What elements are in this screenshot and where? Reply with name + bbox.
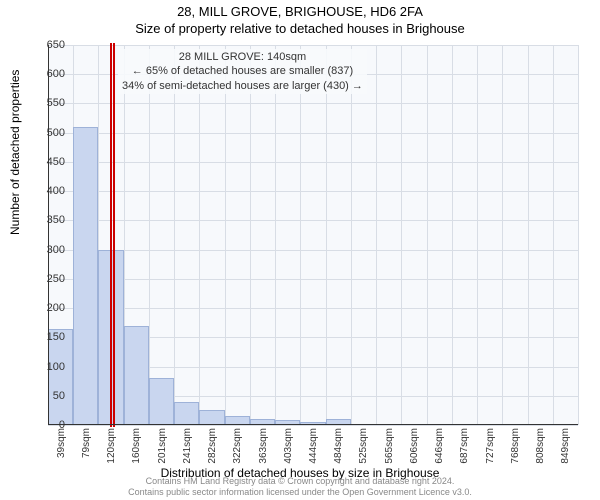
gridline-v xyxy=(578,45,579,425)
gridline-v xyxy=(174,45,175,425)
x-tick-label: 120sqm xyxy=(106,428,117,464)
x-tick-label: 687sqm xyxy=(459,428,470,464)
gridline-h xyxy=(48,425,578,426)
annotation-line-3: 34% of semi-detached houses are larger (… xyxy=(122,79,363,93)
x-tick-label: 525sqm xyxy=(358,428,369,464)
gridline-v xyxy=(477,45,478,425)
footer-line-2: Contains public sector information licen… xyxy=(0,487,600,498)
gridline-h xyxy=(48,279,578,280)
page-subtitle: Size of property relative to detached ho… xyxy=(0,19,600,36)
gridline-h xyxy=(48,133,578,134)
x-tick-label: 606sqm xyxy=(409,428,420,464)
histogram-bar xyxy=(174,402,199,425)
x-tick-label: 646sqm xyxy=(434,428,445,464)
gridline-v xyxy=(225,45,226,425)
x-tick-label: 79sqm xyxy=(81,428,92,458)
gridline-v xyxy=(326,45,327,425)
gridline-h xyxy=(48,162,578,163)
histogram-bar xyxy=(199,410,224,425)
histogram-bar xyxy=(73,127,98,425)
gridline-v xyxy=(553,45,554,425)
x-tick-label: 403sqm xyxy=(283,428,294,464)
annotation-line-1: 28 MILL GROVE: 140sqm xyxy=(122,50,363,64)
y-tick-label: 400 xyxy=(47,185,65,197)
gridline-h xyxy=(48,45,578,46)
x-tick-label: 160sqm xyxy=(131,428,142,464)
y-tick-label: 200 xyxy=(47,302,65,314)
y-tick-label: 500 xyxy=(47,127,65,139)
gridline-v xyxy=(275,45,276,425)
gridline-v xyxy=(452,45,453,425)
y-tick-label: 300 xyxy=(47,244,65,256)
y-tick-label: 250 xyxy=(47,273,65,285)
x-tick-label: 444sqm xyxy=(308,428,319,464)
footer-line-1: Contains HM Land Registry data © Crown c… xyxy=(0,476,600,487)
x-tick-label: 565sqm xyxy=(384,428,395,464)
x-tick-label: 282sqm xyxy=(207,428,218,464)
gridline-v xyxy=(250,45,251,425)
property-marker-line xyxy=(110,43,112,427)
gridline-v xyxy=(199,45,200,425)
y-tick-label: 100 xyxy=(47,361,65,373)
y-tick-label: 150 xyxy=(47,331,65,343)
y-tick-label: 50 xyxy=(53,390,65,402)
histogram-bar xyxy=(149,378,174,425)
gridline-h xyxy=(48,250,578,251)
page-title: 28, MILL GROVE, BRIGHOUSE, HD6 2FA xyxy=(0,0,600,19)
gridline-v xyxy=(376,45,377,425)
x-tick-label: 768sqm xyxy=(510,428,521,464)
x-tick-label: 322sqm xyxy=(232,428,243,464)
gridline-v xyxy=(528,45,529,425)
histogram-plot-area: 28 MILL GROVE: 140sqm ← 65% of detached … xyxy=(48,45,578,425)
y-axis-label: Number of detached properties xyxy=(8,70,22,235)
gridline-h xyxy=(48,191,578,192)
marker-annotation: 28 MILL GROVE: 140sqm ← 65% of detached … xyxy=(118,49,367,94)
x-tick-label: 727sqm xyxy=(485,428,496,464)
gridline-v xyxy=(401,45,402,425)
x-tick-label: 363sqm xyxy=(258,428,269,464)
y-tick-label: 650 xyxy=(47,39,65,51)
gridline-v xyxy=(427,45,428,425)
x-tick-label: 808sqm xyxy=(535,428,546,464)
x-tick-label: 484sqm xyxy=(333,428,344,464)
gridline-v xyxy=(300,45,301,425)
x-tick-label: 201sqm xyxy=(157,428,168,464)
y-tick-label: 450 xyxy=(47,156,65,168)
gridline-v xyxy=(351,45,352,425)
gridline-v xyxy=(502,45,503,425)
histogram-bar xyxy=(124,326,149,425)
gridline-v xyxy=(149,45,150,425)
y-tick-label: 550 xyxy=(47,97,65,109)
annotation-line-2: ← 65% of detached houses are smaller (83… xyxy=(122,64,363,78)
x-axis-line xyxy=(48,424,578,425)
property-marker-line xyxy=(113,43,115,427)
gridline-h xyxy=(48,220,578,221)
x-tick-label: 849sqm xyxy=(560,428,571,464)
y-tick-label: 350 xyxy=(47,214,65,226)
x-tick-label: 39sqm xyxy=(56,428,67,458)
y-tick-label: 600 xyxy=(47,68,65,80)
x-tick-label: 241sqm xyxy=(182,428,193,464)
footer: Contains HM Land Registry data © Crown c… xyxy=(0,476,600,498)
gridline-h xyxy=(48,308,578,309)
gridline-h xyxy=(48,103,578,104)
